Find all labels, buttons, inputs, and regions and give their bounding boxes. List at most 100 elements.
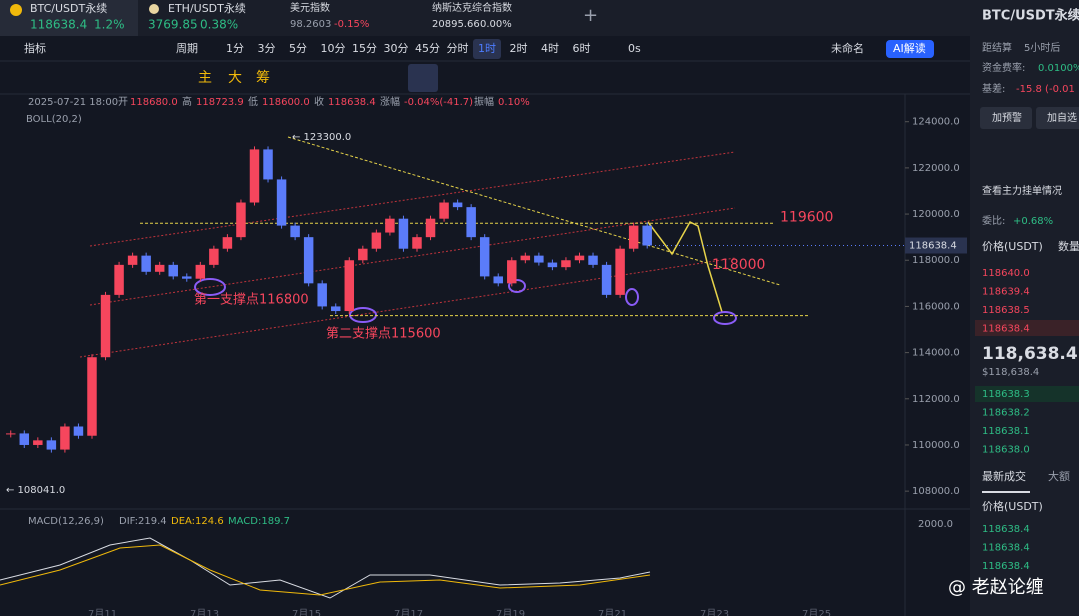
interval[interactable]: 6时 [573,42,591,55]
tab-name[interactable]: BTC/USDT永续 [30,1,107,15]
row-hl [975,320,1079,336]
y-tick-label: 118000.0 [912,255,960,266]
date-label: 7月13 [190,608,219,616]
interval-active [473,39,501,59]
interval[interactable]: 1时 [478,42,496,55]
depth-link[interactable]: 查看主力挂单情况 [982,184,1062,197]
info-label: 开 [118,97,128,108]
macd-tick: 2000.0 [918,519,953,530]
tab-price: 98.2603 [290,19,331,30]
candle [561,260,571,268]
tab-name[interactable]: ETH/USDT永续 [168,1,246,15]
panel [970,0,1079,616]
order-book: 118640.0 118639.4 118638.5 118638.4 118638.3… [975,268,1079,572]
candle [493,276,503,284]
indicator-btn[interactable]: 指标 [24,41,46,55]
trades-tab[interactable]: 最新成交 [982,469,1026,483]
tabbar [0,0,970,36]
btn[interactable] [980,107,1032,129]
alert-btn[interactable]: 加预警 [992,111,1022,124]
tab-price: 118638.4 [30,18,87,32]
marker [349,307,377,323]
candle [452,202,463,208]
info-label: 收 [314,95,324,108]
ask: 118638.4 [982,324,1030,335]
bid: 118638.3 [982,389,1030,400]
candle [601,264,612,295]
date-label: 7月11 [88,608,117,616]
label: 基差: [982,82,1005,95]
candle [46,440,57,450]
interval[interactable]: 3分 [258,42,276,55]
high-mark: ← 123300.0 [292,132,351,143]
candle [209,248,219,265]
tool-active[interactable] [408,64,438,92]
interval[interactable]: 2时 [510,42,528,55]
candle [385,218,395,233]
icon [10,4,22,16]
btn[interactable] [1036,107,1079,129]
ai-btn[interactable]: AI解读 [893,41,926,55]
tab-change: 0.00% [480,19,512,30]
current-tag [905,237,967,254]
bid: 118638.2 [982,408,1030,419]
tool[interactable]: 大 [228,70,242,86]
interval[interactable]: 15分 [352,42,377,55]
candle [141,255,151,272]
ai-btn-bg[interactable] [886,40,934,58]
label: 委比: [982,214,1005,227]
head: 价格(USDT) [982,499,1043,513]
tool[interactable]: 主 [198,70,212,86]
add-tab[interactable]: + [583,5,598,26]
candle [114,264,124,295]
y-tick-label: 116000.0 [912,301,960,312]
interval[interactable]: 5分 [289,42,307,55]
interval[interactable]: 10分 [321,42,346,55]
interval[interactable]: 30分 [384,42,409,55]
boll: BOLL(20,2) [26,114,82,125]
watch-btn[interactable]: 加自选 [1047,111,1077,124]
big-tab[interactable]: 大额 [1048,469,1070,483]
head: 价格(USDT) [982,239,1043,253]
last-price: 118,638.4 [982,344,1078,364]
interval[interactable]: 1分 [226,42,244,55]
candle [412,237,422,249]
interval[interactable]: 4时 [541,42,559,55]
candle [182,276,192,279]
period-btn[interactable]: 周期 [176,42,198,55]
y-tick-label: 114000.0 [912,348,960,359]
ask: 118640.0 [982,268,1030,279]
date-label: 7月21 [598,608,627,616]
candle [127,255,138,265]
candle [588,255,598,265]
candle [73,426,84,436]
plot [6,136,810,453]
marker [194,278,226,296]
value: 5小时后 [1024,42,1060,54]
candle [371,232,382,249]
trade: 118638.4 [982,561,1030,572]
tab-name[interactable]: 纳斯达克综合指数 [432,1,512,14]
tab-name[interactable]: 美元指数 [290,1,330,14]
info-value: 118638.4 [328,97,376,108]
bid: 118638.1 [982,426,1030,437]
interval[interactable]: 分时 [447,42,469,55]
candle [168,264,178,277]
interval[interactable]: 45分 [415,42,440,55]
info-value: 118723.9 [196,97,244,108]
row-hl [975,386,1079,402]
seconds[interactable]: 0s [628,42,641,55]
bid: 118638.0 [982,445,1030,456]
y-tick-label: 110000.0 [912,440,960,451]
candle [249,149,260,203]
annotation: 第二支撑点115600 [326,327,441,342]
info-time: 2025-07-21 18:00 [28,97,118,108]
y-tick-label: 112000.0 [912,394,960,405]
macd-title: MACD(12,26,9) [28,516,104,527]
ask: 118639.4 [982,287,1030,298]
candle [263,149,273,180]
tool[interactable]: 筹 [256,69,270,86]
date-label: 7月25 [802,608,831,616]
layout[interactable]: 未命名 [831,41,864,55]
